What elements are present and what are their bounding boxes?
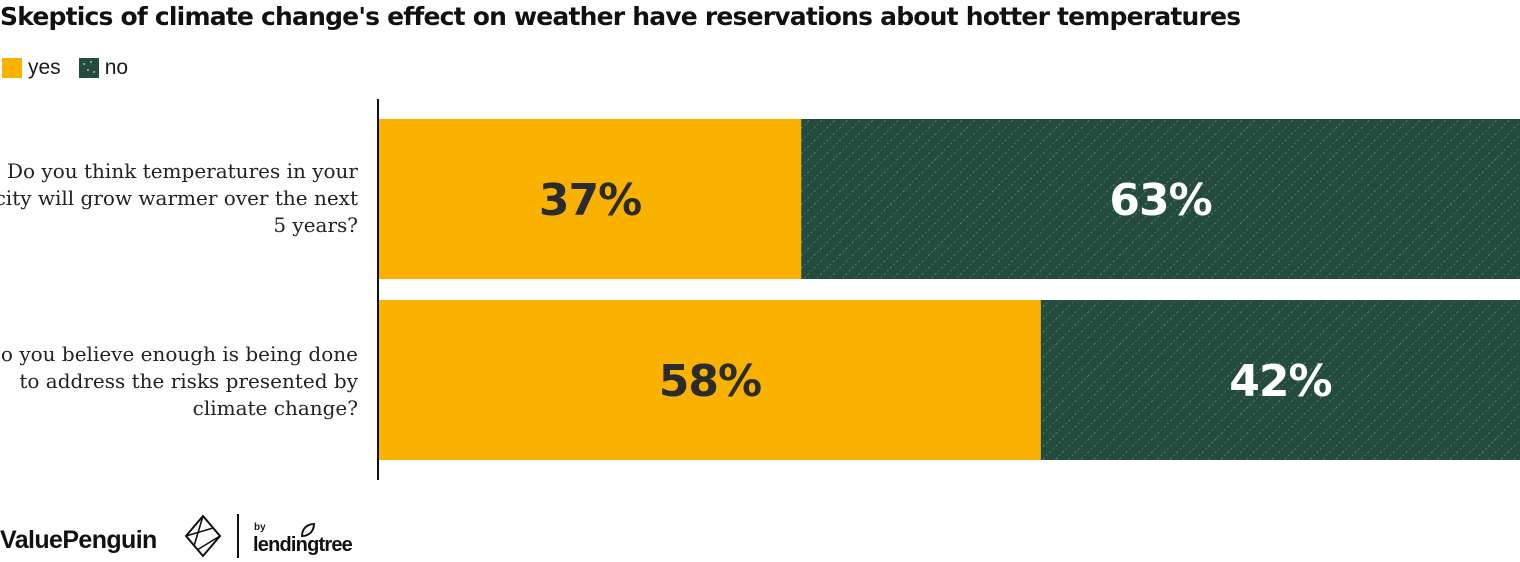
footer-divider	[237, 514, 239, 558]
bar-no-1	[801, 119, 1520, 279]
valuepenguin-logo-icon	[184, 514, 222, 558]
legend-item-no: no	[78, 56, 129, 80]
chart-title: Skeptics of climate change's effect on w…	[0, 2, 1241, 31]
lendingtree-logo-text: lendingtree	[253, 534, 353, 556]
legend-swatch-no	[78, 58, 99, 78]
legend: yes no	[2, 56, 128, 80]
leaf-icon	[300, 522, 316, 538]
valuepenguin-logo-text: ValuePenguin	[0, 526, 157, 554]
bar-no-2	[1040, 300, 1520, 460]
bar-yes-1	[379, 119, 802, 279]
category-label-2: Do you believe enough is being done to a…	[0, 342, 358, 420]
data-label-yes-1: 37%	[539, 175, 641, 226]
legend-label-yes: yes	[28, 56, 61, 79]
category-label-1: Do you think temperatures in your city w…	[0, 159, 358, 237]
data-label-no-2: 42%	[1229, 356, 1331, 407]
stacked-bar-chart: 37% 63% 58% 42%	[377, 99, 1520, 480]
bar-yes-2	[379, 300, 1041, 460]
bars: 37% 63% 58% 42%	[379, 119, 1520, 460]
data-label-yes-2: 58%	[659, 356, 761, 407]
by-label: by	[254, 522, 266, 533]
legend-item-yes: yes	[2, 56, 61, 80]
legend-label-no: no	[104, 56, 129, 79]
legend-swatch-yes	[2, 58, 22, 78]
data-label-no-1: 63%	[1109, 175, 1211, 226]
